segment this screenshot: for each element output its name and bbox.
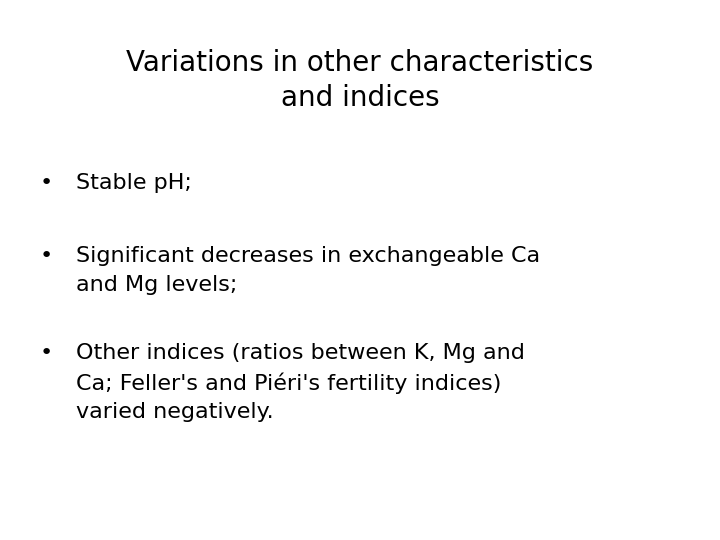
Text: and Mg levels;: and Mg levels; [76,275,237,295]
Text: Variations in other characteristics
and indices: Variations in other characteristics and … [127,49,593,112]
Text: Stable pH;: Stable pH; [76,173,192,193]
Text: Ca; Feller's and Piéri's fertility indices): Ca; Feller's and Piéri's fertility indic… [76,373,501,394]
Text: •: • [40,173,53,193]
Text: •: • [40,343,53,363]
Text: varied negatively.: varied negatively. [76,402,273,422]
Text: •: • [40,246,53,266]
Text: Significant decreases in exchangeable Ca: Significant decreases in exchangeable Ca [76,246,540,266]
Text: Other indices (ratios between K, Mg and: Other indices (ratios between K, Mg and [76,343,524,363]
